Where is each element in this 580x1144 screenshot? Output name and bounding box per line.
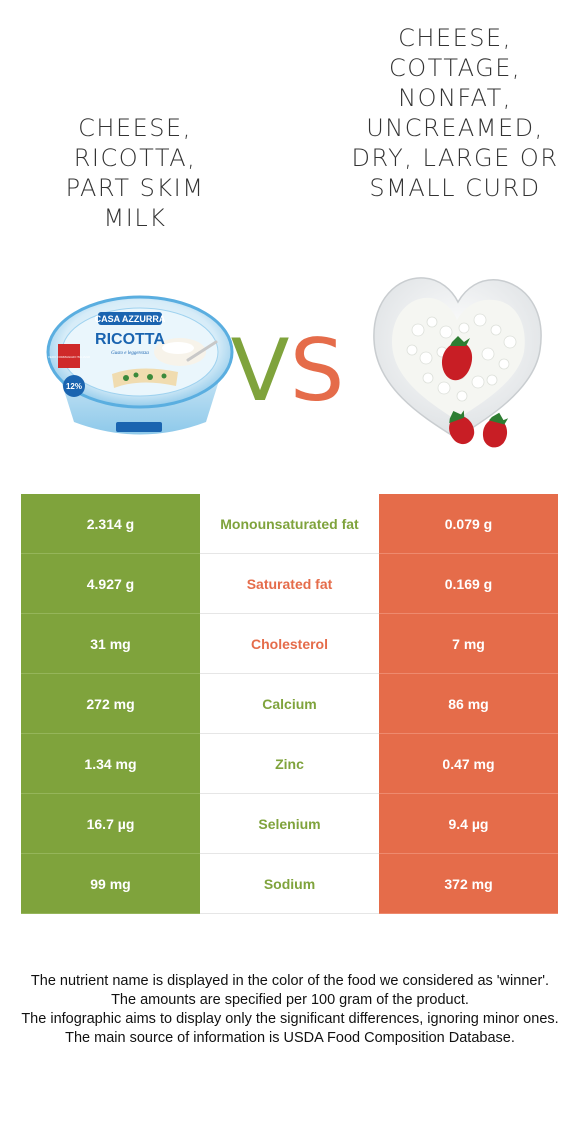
nutrient-name: Calcium — [200, 674, 379, 734]
table-row: 1.34 mg Zinc 0.47 mg — [21, 734, 558, 794]
footer-note: The amounts are specified per 100 gram o… — [111, 992, 469, 1008]
right-value: 9.4 µg — [379, 794, 558, 854]
food-right-title: Cheese, cottage, nonfat, uncreamed, dry,… — [351, 24, 559, 202]
nutrient-name: Zinc — [200, 734, 379, 794]
table-row: 4.927 g Saturated fat 0.169 g — [21, 554, 558, 614]
ricotta-brand: CASA AZZURRA — [95, 314, 166, 324]
ricotta-badge: VERO FORMAGGIO ITALIANO — [48, 355, 91, 359]
right-value: 0.169 g — [379, 554, 558, 614]
food-left-title: Cheese, ricotta, part skim milk — [65, 114, 205, 232]
right-value: 0.47 mg — [379, 734, 558, 794]
right-value: 7 mg — [379, 614, 558, 674]
footer-note: The nutrient name is displayed in the co… — [30, 973, 550, 989]
left-value: 2.314 g — [21, 494, 200, 554]
footer-notes: The nutrient name is displayed in the co… — [15, 972, 565, 1048]
table-row: 2.314 g Monounsaturated fat 0.079 g — [21, 494, 558, 554]
left-value: 272 mg — [21, 674, 200, 734]
nutrient-name: Monounsaturated fat — [200, 494, 379, 554]
right-value: 372 mg — [379, 854, 558, 914]
footer-note: The infographic aims to display only the… — [21, 1011, 559, 1027]
vs-s: S — [290, 322, 345, 412]
left-value: 99 mg — [21, 854, 200, 914]
left-value: 1.34 mg — [21, 734, 200, 794]
ricotta-image: CASA AZZURRA RICOTTA Gusto e leggerezza … — [46, 295, 234, 435]
nutrient-name: Sodium — [200, 854, 379, 914]
table-row: 272 mg Calcium 86 mg — [21, 674, 558, 734]
right-value: 0.079 g — [379, 494, 558, 554]
table-row: 99 mg Sodium 372 mg — [21, 854, 558, 914]
nutrient-name: Selenium — [200, 794, 379, 854]
left-value: 4.927 g — [21, 554, 200, 614]
table-row: 16.7 µg Selenium 9.4 µg — [21, 794, 558, 854]
left-value: 31 mg — [21, 614, 200, 674]
ricotta-product: RICOTTA — [95, 331, 165, 348]
comparison-table: 2.314 g Monounsaturated fat 0.079 g 4.927 g… — [21, 494, 558, 914]
left-value: 16.7 µg — [21, 794, 200, 854]
ricotta-tagline: Gusto e leggerezza — [111, 351, 149, 356]
nutrient-name: Saturated fat — [200, 554, 379, 614]
cottage-cheese-image — [373, 277, 542, 448]
table-row: 31 mg Cholesterol 7 mg — [21, 614, 558, 674]
ricotta-fat-badge: 12% — [66, 382, 82, 391]
footer-note: The main source of information is USDA F… — [65, 1030, 515, 1046]
nutrient-name: Cholesterol — [200, 614, 379, 674]
right-value: 86 mg — [379, 674, 558, 734]
vs-v: V — [231, 322, 290, 412]
vs-label: V S — [231, 322, 345, 412]
